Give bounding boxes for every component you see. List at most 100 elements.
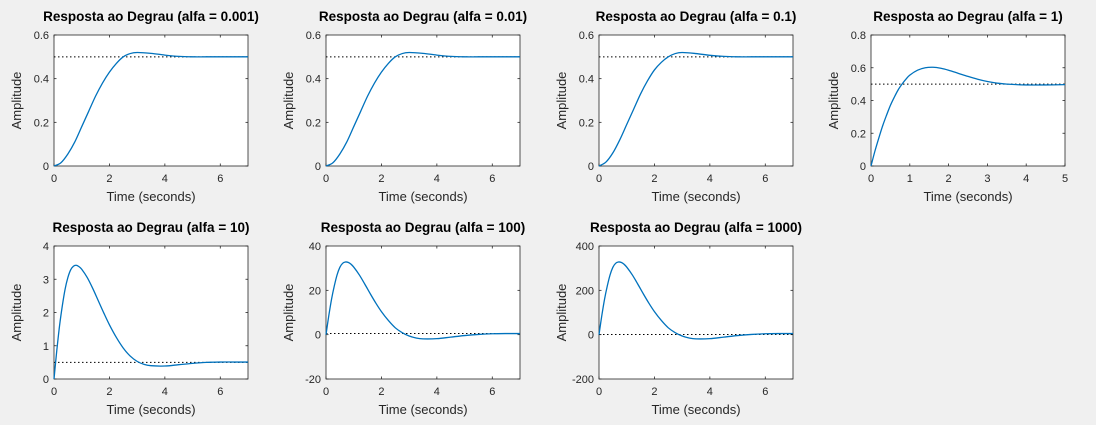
y-tick-label: 20 <box>309 285 321 297</box>
y-axis-label: Amplitude <box>9 284 24 342</box>
x-tick-label: 4 <box>434 386 440 398</box>
x-tick-label: 6 <box>217 386 223 398</box>
x-tick-label: 6 <box>217 173 223 185</box>
x-tick-label: 2 <box>651 173 657 185</box>
x-tick-label: 0 <box>596 386 602 398</box>
axes-box <box>53 245 249 380</box>
subplot-7: Resposta ao Degrau (alfa = 1000) 0 2 4 6 -200… <box>554 220 802 417</box>
axes-box <box>598 34 794 167</box>
x-tick-label: 6 <box>762 386 768 398</box>
chart-title: Resposta ao Degrau (alfa = 0.1) <box>596 9 797 24</box>
y-tick-label: -200 <box>572 374 594 386</box>
axes-box <box>325 34 521 167</box>
y-tick-label: 0.2 <box>851 128 866 140</box>
y-axis-label: Amplitude <box>281 284 296 342</box>
y-axis-label: Amplitude <box>281 72 296 130</box>
y-tick-label: 2 <box>43 308 49 320</box>
x-tick-label: 0 <box>596 173 602 185</box>
y-tick-label: 0.8 <box>851 30 866 42</box>
step-response-line <box>53 264 248 380</box>
axes-box <box>870 34 1066 167</box>
x-tick-label: 3 <box>984 173 990 185</box>
y-tick-label: -20 <box>305 374 321 386</box>
x-axis-label: Time (seconds) <box>923 189 1012 204</box>
y-tick-label: 0 <box>860 161 866 173</box>
x-axis-label: Time (seconds) <box>106 402 195 417</box>
y-tick-label: 3 <box>43 274 49 286</box>
y-tick-label: 40 <box>309 241 321 253</box>
y-tick-label: 0.2 <box>579 117 594 129</box>
y-tick-label: 0.4 <box>851 96 866 108</box>
y-tick-label: 0 <box>43 161 49 173</box>
y-tick-label: 0.6 <box>579 30 594 42</box>
x-tick-label: 0 <box>323 386 329 398</box>
x-axis-label: Time (seconds) <box>106 189 195 204</box>
chart-title: Resposta ao Degrau (alfa = 0.001) <box>43 9 259 24</box>
axes-box <box>53 34 249 167</box>
x-tick-label: 0 <box>51 173 57 185</box>
x-axis-label: Time (seconds) <box>378 402 467 417</box>
x-tick-label: 2 <box>378 386 384 398</box>
x-tick-label: 4 <box>162 173 168 185</box>
subplot-3: Resposta ao Degrau (alfa = 0.1) 0 2 4 6 0 0.2 0… <box>554 9 796 204</box>
y-axis-label: Amplitude <box>554 284 569 342</box>
x-tick-label: 2 <box>378 173 384 185</box>
y-tick-label: 0.2 <box>34 117 49 129</box>
x-tick-label: 1 <box>907 173 913 185</box>
x-tick-label: 2 <box>106 386 112 398</box>
x-axis-label: Time (seconds) <box>378 189 467 204</box>
y-axis-label: Amplitude <box>826 72 841 130</box>
y-axis-label: Amplitude <box>554 72 569 130</box>
subplot-5: Resposta ao Degrau (alfa = 10) 0 2 4 6 0 1 2 3 4 T… <box>9 220 249 417</box>
y-tick-label: 0.4 <box>579 74 594 86</box>
y-tick-label: 0.4 <box>34 74 49 86</box>
subplot-2: Resposta ao Degrau (alfa = 0.01) 0 2 4 6 0 0.2… <box>281 9 527 204</box>
subplot-6: Resposta ao Degrau (alfa = 100)0 2 4 6-2002… <box>281 220 525 417</box>
subplot-4: Resposta ao Degrau (alfa = 1) 0 1 2 3 4 5 0 0.2 0… <box>826 9 1068 204</box>
axes-box <box>598 245 794 380</box>
y-tick-label: 0.6 <box>34 30 49 42</box>
chart-title: Resposta ao Degrau (alfa = 0.01) <box>319 9 527 24</box>
chart-title: Resposta ao Degrau (alfa = 100) <box>321 220 525 235</box>
y-tick-label: 0.6 <box>851 63 866 75</box>
step-response-line <box>598 51 793 167</box>
x-tick-label: 6 <box>489 386 495 398</box>
x-tick-label: 4 <box>162 386 168 398</box>
y-tick-label: 0 <box>588 330 594 342</box>
chart-title: Resposta ao Degrau (alfa = 1) <box>873 9 1062 24</box>
y-axis-label: Amplitude <box>9 72 24 130</box>
axes-box <box>325 245 521 380</box>
y-tick-label: 200 <box>576 285 594 297</box>
x-tick-label: 2 <box>651 386 657 398</box>
x-tick-label: 4 <box>707 386 713 398</box>
x-tick-label: 4 <box>1023 173 1029 185</box>
x-tick-label: 6 <box>762 173 768 185</box>
x-tick-label: 0 <box>868 173 874 185</box>
y-tick-label: 0.6 <box>306 30 321 42</box>
x-tick-label: 6 <box>489 173 495 185</box>
step-response-line <box>598 261 794 340</box>
chart-title: Resposta ao Degrau (alfa = 1000) <box>590 220 802 235</box>
y-tick-label: 400 <box>576 241 594 253</box>
chart-title: Resposta ao Degrau (alfa = 10) <box>53 220 250 235</box>
x-tick-label: 2 <box>106 173 112 185</box>
y-tick-label: 0 <box>588 161 594 173</box>
x-axis-label: Time (seconds) <box>651 189 740 204</box>
x-tick-label: 0 <box>51 386 57 398</box>
x-tick-label: 2 <box>946 173 952 185</box>
subplot-1: Resposta ao Degrau (alfa = 0.001) 0 2 4 6 0 0.… <box>9 9 259 204</box>
y-tick-label: 0.4 <box>306 74 321 86</box>
step-response-line <box>53 51 248 167</box>
y-tick-label: 0 <box>43 374 49 386</box>
x-axis-label: Time (seconds) <box>651 402 740 417</box>
y-tick-label: 4 <box>43 241 49 253</box>
y-tick-label: 1 <box>43 341 49 353</box>
step-response-line <box>325 51 520 167</box>
x-tick-label: 5 <box>1062 173 1068 185</box>
x-tick-label: 4 <box>707 173 713 185</box>
y-tick-label: 0.2 <box>306 117 321 129</box>
step-response-line <box>870 66 1066 167</box>
x-tick-label: 0 <box>323 173 329 185</box>
y-tick-label: 0 <box>315 161 321 173</box>
